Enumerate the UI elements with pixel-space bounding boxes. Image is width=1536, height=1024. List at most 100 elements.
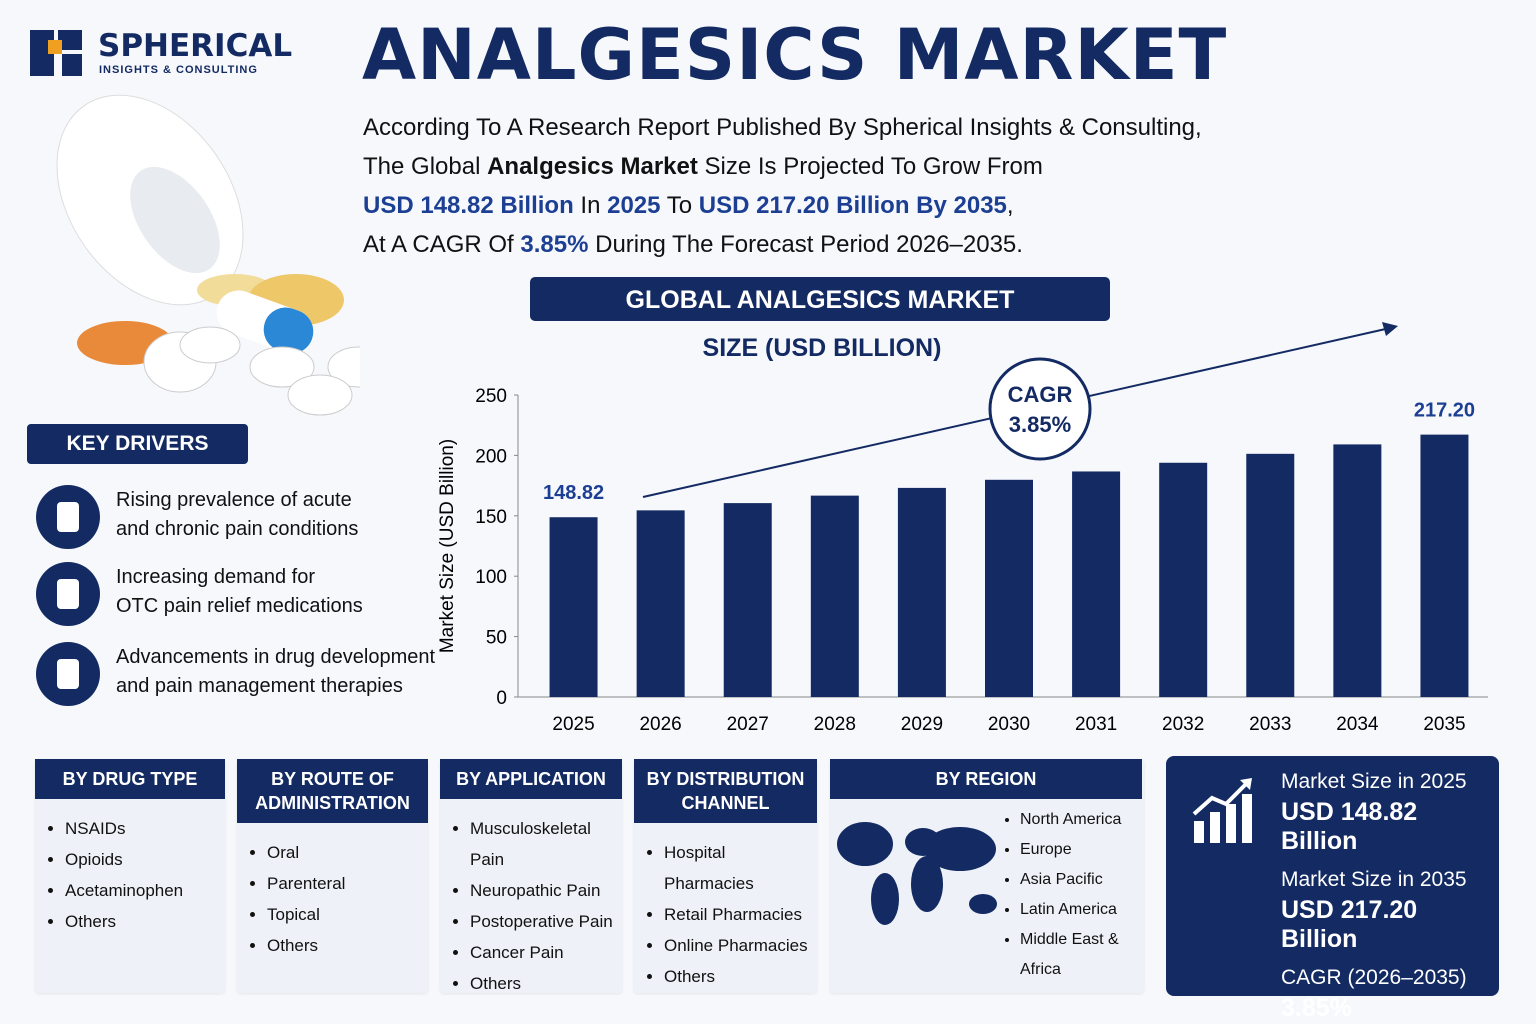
segment-title: BY DRUG TYPE bbox=[35, 759, 225, 799]
y-tick-label: 0 bbox=[496, 688, 507, 709]
segment-item: Opioids bbox=[65, 844, 225, 875]
driver-line: Increasing demand for bbox=[116, 566, 316, 588]
cagr-label: CAGR bbox=[1008, 382, 1073, 407]
summary-value: 3.85% bbox=[1281, 994, 1352, 1022]
bar bbox=[1246, 453, 1295, 697]
segment-title: BY APPLICATION bbox=[440, 759, 622, 799]
growth-icon bbox=[1192, 778, 1252, 843]
segment-item: North America bbox=[1020, 805, 1144, 835]
intro-line: The Global Analgesics Market Size Is Pro… bbox=[363, 147, 1202, 186]
value-label: 217.20 bbox=[1414, 400, 1475, 422]
chart-title-box bbox=[530, 277, 1110, 321]
segment-item: NSAIDs bbox=[65, 813, 225, 844]
segment-item: Postoperative Pain bbox=[470, 906, 622, 937]
segment-item: Retail Pharmacies bbox=[664, 899, 817, 930]
intro-text: At A CAGR Of bbox=[363, 231, 521, 258]
bar bbox=[1072, 471, 1121, 697]
chart-subtitle: SIZE (USD BILLION) bbox=[703, 334, 942, 362]
continent bbox=[924, 827, 996, 871]
segment-card: BY DRUG TYPE NSAIDsOpioidsAcetaminophenOt… bbox=[35, 759, 225, 993]
bar bbox=[549, 517, 598, 697]
segment-item: Asia Pacific bbox=[1020, 865, 1144, 895]
segment-item: Middle East & Africa bbox=[1020, 925, 1144, 985]
x-tick-label: 2028 bbox=[814, 714, 856, 735]
intro-text: Size Is Projected To Grow From bbox=[697, 153, 1043, 180]
bar bbox=[1333, 444, 1382, 697]
segment-card: BY APPLICATION Musculoskeletal PainNeurop… bbox=[440, 759, 622, 993]
driver-text: Increasing demand for OTC pain relief med… bbox=[116, 563, 363, 621]
segment-title: BY DISTRIBUTION CHANNEL bbox=[634, 759, 817, 823]
segment-title: BY ROUTE OF ADMINISTRATION bbox=[237, 759, 428, 823]
driver-text: Advancements in drug development and pain… bbox=[116, 643, 435, 701]
segment-card: BY REGION North AmericaEuropeAsia Pacific… bbox=[830, 759, 1144, 993]
summary-label: Market Size in 2035 bbox=[1281, 868, 1467, 891]
decor bbox=[30, 30, 360, 416]
driver-line: and chronic pain conditions bbox=[116, 518, 359, 540]
intro-text: , bbox=[1006, 192, 1014, 219]
title: ANALGESICS MARKET bbox=[362, 14, 1228, 96]
intro-line: At A CAGR Of 3.85% During The Forecast P… bbox=[363, 225, 1202, 264]
driver-text: Rising prevalence of acute and chronic pa… bbox=[116, 486, 358, 544]
driver-icon bbox=[36, 562, 100, 626]
summary: Market Size in 2025 USD 148.82 Billion Mar… bbox=[1166, 756, 1499, 1022]
x-tick-label: 2029 bbox=[901, 714, 943, 735]
segment-list: Hospital PharmaciesRetail PharmaciesOnli… bbox=[634, 837, 817, 992]
intro-line: USD 148.82 Billion In 2025 To USD 217.20… bbox=[363, 186, 1202, 225]
driver-line: Advancements in drug development bbox=[116, 646, 436, 668]
trend-arrow bbox=[642, 327, 1391, 498]
segment-list: OralParenteralTopicalOthers bbox=[237, 837, 428, 961]
intro-text: During The Forecast Period 2026–2035. bbox=[588, 231, 1023, 258]
world-map bbox=[837, 822, 997, 925]
intro-text: To bbox=[660, 192, 699, 219]
driver-line: and pain management therapies bbox=[116, 675, 403, 697]
intro: According To A Research Report Published… bbox=[363, 108, 1202, 264]
x-tick-label: 2027 bbox=[727, 714, 769, 735]
drivers-title: KEY DRIVERS bbox=[27, 424, 248, 464]
segment-card: BY DISTRIBUTION CHANNEL Hospital Pharmaci… bbox=[634, 759, 817, 993]
segment-item: Hospital Pharmacies bbox=[664, 837, 817, 899]
segment-item: Acetaminophen bbox=[65, 875, 225, 906]
segment-item: Topical bbox=[267, 899, 428, 930]
summary-label: CAGR (2026–2035) bbox=[1281, 966, 1467, 989]
x-tick-label: 2026 bbox=[639, 714, 681, 735]
intro-text: Analgesics Market bbox=[487, 153, 698, 180]
intro-text: USD 217.20 Billion By 2035 bbox=[698, 192, 1007, 219]
segment-list: Musculoskeletal PainNeuropathic PainPost… bbox=[440, 813, 622, 999]
intro-line: According To A Research Report Published… bbox=[363, 108, 1202, 147]
segment-card: BY ROUTE OF ADMINISTRATION OralParenteral… bbox=[237, 759, 428, 993]
driver-icon bbox=[36, 642, 100, 706]
chart-title: GLOBAL ANALGESICS MARKET bbox=[626, 286, 1015, 314]
y-tick-label: 50 bbox=[486, 628, 507, 649]
icon-glyph bbox=[57, 502, 79, 532]
segment-item: Musculoskeletal Pain bbox=[470, 813, 622, 875]
continent bbox=[837, 822, 893, 866]
summary-label: Market Size in 2025 bbox=[1281, 770, 1467, 793]
intro-text: 2025 bbox=[607, 192, 661, 219]
x-tick-label: 2031 bbox=[1075, 714, 1117, 735]
driver-line: Rising prevalence of acute bbox=[116, 489, 352, 511]
intro-text: 3.85% bbox=[520, 231, 589, 258]
y-tick-label: 200 bbox=[475, 446, 507, 467]
summary-value: USD 148.82 Billion bbox=[1281, 798, 1418, 855]
x-tick-label: 2034 bbox=[1336, 714, 1379, 735]
intro-text: In bbox=[573, 192, 608, 219]
bar bbox=[1159, 462, 1208, 697]
bar bbox=[636, 510, 685, 697]
bar bbox=[723, 503, 772, 697]
y-tick-label: 250 bbox=[475, 386, 507, 407]
segment-item: Europe bbox=[1020, 835, 1144, 865]
brand: SPHERICAL bbox=[98, 28, 293, 64]
y-tick-label: 150 bbox=[475, 507, 507, 528]
bar bbox=[897, 487, 946, 697]
intro-text: The Global bbox=[363, 153, 488, 180]
summary-value: USD 217.20 Billion bbox=[1281, 896, 1418, 953]
segment-title: BY REGION bbox=[830, 759, 1142, 799]
segment-list: NSAIDsOpioidsAcetaminophenOthers bbox=[35, 813, 225, 937]
icon-glyph bbox=[57, 579, 79, 609]
driver-icon bbox=[36, 485, 100, 549]
continent bbox=[911, 856, 943, 912]
bar bbox=[810, 495, 859, 697]
segment-item: Parenteral bbox=[267, 868, 428, 899]
segment-item: Others bbox=[267, 930, 428, 961]
